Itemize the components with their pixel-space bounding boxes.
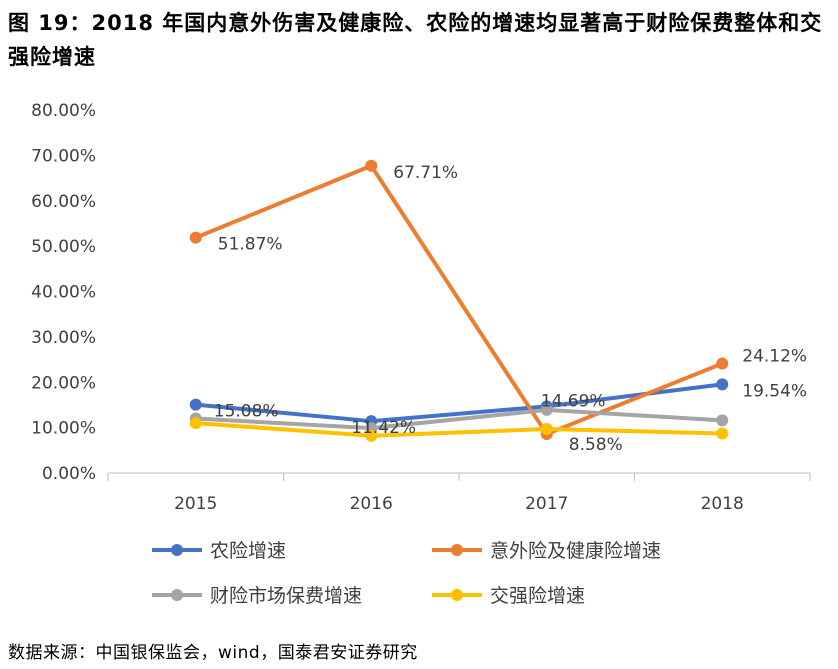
- legend-label: 交强险增速: [490, 585, 585, 607]
- axis-layer: 0.00% 10.00% 20.00% 30.00% 40.00% 50.00% 60.00…: [31, 101, 811, 514]
- data-label: 19.54%: [742, 381, 807, 401]
- data-point: [189, 398, 202, 411]
- y-tick-label: 50.00%: [31, 237, 96, 257]
- series-layer: [189, 159, 729, 442]
- y-tick-label: 40.00%: [31, 283, 96, 303]
- legend-swatch-marker: [171, 589, 183, 601]
- y-tick-label: 20.00%: [31, 373, 96, 393]
- data-label: 51.87%: [218, 235, 283, 255]
- y-tick-label: 30.00%: [31, 328, 96, 348]
- data-point: [716, 357, 729, 370]
- data-label: 67.71%: [393, 163, 458, 183]
- data-label: 8.58%: [569, 435, 623, 455]
- series-line: [193, 407, 725, 431]
- data-point: [540, 403, 553, 416]
- data-point: [365, 429, 378, 442]
- legend-swatch-marker: [451, 544, 463, 556]
- legend-swatch-marker: [171, 544, 183, 556]
- y-tick-label: 0.00%: [42, 464, 96, 484]
- line-chart: 0.00% 10.00% 20.00% 30.00% 40.00% 50.00% 60.00…: [31, 101, 811, 607]
- y-tick-label: 70.00%: [31, 146, 96, 166]
- legend-swatch-marker: [451, 589, 463, 601]
- y-tick-label: 60.00%: [31, 192, 96, 212]
- series-3: [189, 417, 729, 442]
- data-label-layer: 15.08% 11.42% 14.69% 19.54% 51.87% 67.71% 8.58…: [214, 163, 807, 455]
- figure-title: 图 19：2018 年国内意外伤害及健康险、农险的增速均显著高于财险保费整体和交…: [8, 11, 823, 69]
- data-label: 11.42%: [351, 418, 416, 438]
- data-point: [365, 159, 378, 172]
- data-point: [716, 427, 729, 440]
- data-label: 14.69%: [541, 391, 606, 411]
- legend-label: 农险增速: [210, 540, 286, 562]
- series-line: [193, 163, 725, 437]
- data-label: 24.12%: [742, 347, 807, 367]
- legend-item: 财险市场保费增速: [152, 585, 362, 607]
- legend-label: 意外险及健康险增速: [490, 540, 661, 562]
- series-line: [193, 421, 725, 438]
- legend-item: 交强险增速: [432, 585, 585, 607]
- series-1: [189, 159, 729, 441]
- legend-item: 农险增速: [152, 540, 286, 562]
- data-point: [540, 422, 553, 435]
- x-tick-label: 2016: [350, 494, 393, 514]
- data-label: 15.08%: [214, 402, 279, 422]
- data-point: [189, 417, 202, 430]
- data-point: [189, 231, 202, 244]
- x-tick-label: 2018: [701, 494, 744, 514]
- series-line: [193, 382, 725, 424]
- legend-item: 意外险及健康险增速: [432, 540, 661, 562]
- data-point: [716, 378, 729, 391]
- y-tick-label: 10.00%: [31, 419, 96, 439]
- source-note: 数据来源：中国银保监会，wind，国泰君安证券研究: [8, 643, 418, 663]
- data-point: [716, 414, 729, 427]
- y-tick-label: 80.00%: [31, 101, 96, 121]
- x-tick-label: 2017: [525, 494, 568, 514]
- x-tick-label: 2015: [174, 494, 217, 514]
- legend-label: 财险市场保费增速: [210, 585, 362, 607]
